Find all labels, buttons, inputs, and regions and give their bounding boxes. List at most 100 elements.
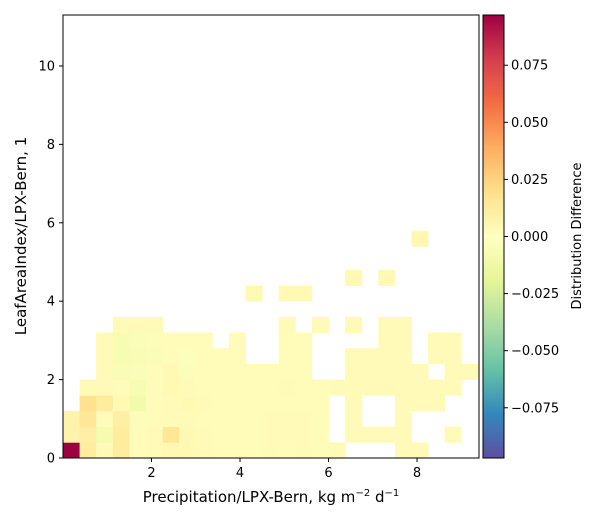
heatmap-cell — [96, 332, 114, 349]
heatmap-cell — [79, 395, 97, 412]
colorbar-label: Distribution Difference — [570, 163, 585, 310]
y-tick-label: 6 — [47, 216, 55, 231]
heatmap-cell — [378, 363, 396, 380]
heatmap-cell — [444, 332, 462, 349]
heatmap-cell — [145, 363, 163, 380]
heatmap-cells — [63, 230, 479, 459]
heatmap-cell — [162, 379, 180, 396]
y-tick-label: 4 — [47, 295, 55, 310]
heatmap-cell — [129, 316, 147, 333]
heatmap-cell — [179, 363, 197, 380]
heatmap-cell — [311, 442, 329, 459]
heatmap-cell — [212, 348, 230, 365]
heatmap-cell — [295, 379, 313, 396]
x-axis-ticks: 2 4 6 8 — [147, 458, 421, 481]
heatmap-cell — [262, 410, 280, 428]
heatmap-cell — [195, 442, 213, 459]
heatmap-cell — [96, 426, 114, 443]
heatmap-cell — [228, 442, 246, 459]
heatmap-cell — [96, 410, 114, 428]
heatmap-cell — [345, 410, 363, 428]
heatmap-cell — [195, 410, 213, 428]
x-axis-label: Precipitation/LPX-Bern, kg m−2 d−1 — [143, 488, 399, 506]
heatmap-cell — [63, 410, 80, 428]
heatmap-cell — [179, 442, 197, 459]
heatmap-cell — [394, 395, 412, 412]
heatmap-cell — [345, 348, 363, 365]
y-tick-label: 8 — [47, 138, 55, 153]
heatmap-cell — [63, 442, 80, 459]
heatmap-cell — [129, 395, 147, 412]
heatmap-cell — [411, 379, 429, 396]
plot-frame — [62, 14, 480, 459]
heatmap-cell — [129, 442, 147, 459]
heatmap-cell — [295, 426, 313, 443]
heatmap-cell — [378, 269, 396, 286]
heatmap-cell — [444, 363, 462, 380]
heatmap-cell — [228, 426, 246, 443]
heatmap-cell — [179, 395, 197, 412]
heatmap-cell — [394, 442, 412, 459]
heatmap-cell — [345, 379, 363, 396]
heatmap-cell — [394, 332, 412, 349]
heatmap-cell — [262, 379, 280, 396]
heatmap-cell — [129, 348, 147, 365]
heatmap-cell — [195, 426, 213, 443]
heatmap-cell — [79, 379, 97, 396]
colorbar-ticks: 0.075 0.050 0.025 0.000 −0.025 −0.050 −0.075 — [504, 59, 559, 416]
heatmap-cell — [262, 442, 280, 459]
heatmap-cell — [145, 348, 163, 365]
heatmap-cell — [129, 363, 147, 380]
heatmap-cell — [212, 395, 230, 412]
heatmap-cell — [129, 332, 147, 349]
heatmap-cell — [444, 348, 462, 365]
heatmap-cell — [79, 426, 97, 443]
colorbar-tick-label: 0.050 — [511, 116, 548, 131]
heatmap-cell — [295, 363, 313, 380]
heatmap-cell — [145, 379, 163, 396]
colorbar — [482, 14, 505, 459]
heatmap-cell — [212, 379, 230, 396]
heatmap-cell — [212, 442, 230, 459]
heatmap-cell — [112, 363, 130, 380]
heatmap-cell — [345, 269, 363, 286]
heatmap-cell — [179, 348, 197, 365]
heatmap-cell — [345, 426, 363, 443]
heatmap-cell — [245, 442, 263, 459]
heatmap-cell — [378, 316, 396, 333]
heatmap-cell — [345, 363, 363, 380]
heatmap-cell — [162, 442, 180, 459]
heatmap-cell — [112, 426, 130, 443]
heatmap-cell — [361, 379, 379, 396]
heatmap-cell — [262, 426, 280, 443]
x-tick-label: 4 — [236, 466, 244, 481]
heatmap-cell — [345, 395, 363, 412]
heatmap-cell — [295, 348, 313, 365]
heatmap-cell — [394, 363, 412, 380]
heatmap-cell — [112, 442, 130, 459]
heatmap-cell — [278, 410, 296, 428]
colorbar-tick-label: −0.050 — [511, 344, 559, 359]
heatmap-cell — [228, 379, 246, 396]
y-tick-label: 0 — [47, 452, 55, 467]
colorbar-tick-label: 0.025 — [511, 173, 548, 188]
heatmap-cell — [96, 442, 114, 459]
y-axis-ticks: 0 2 4 6 8 10 — [38, 59, 63, 467]
heatmap-cell — [295, 395, 313, 412]
heatmap-cell — [145, 332, 163, 349]
heatmap-cell — [162, 363, 180, 380]
heatmap-cell — [394, 379, 412, 396]
colorbar-tick-label: 0.075 — [511, 59, 548, 74]
heatmap-cell — [295, 285, 313, 302]
heatmap-cell — [411, 363, 429, 380]
heatmap-cell — [195, 332, 213, 349]
heatmap-cell — [278, 316, 296, 333]
heatmap-cell — [162, 332, 180, 349]
heatmap-cell — [378, 332, 396, 349]
y-axis-label: LeafAreaIndex/LPX-Bern, 1 — [12, 137, 30, 335]
heatmap-cell — [411, 230, 429, 247]
heatmap-cell — [295, 410, 313, 428]
heatmap-cell — [212, 410, 230, 428]
heatmap-cell — [162, 395, 180, 412]
